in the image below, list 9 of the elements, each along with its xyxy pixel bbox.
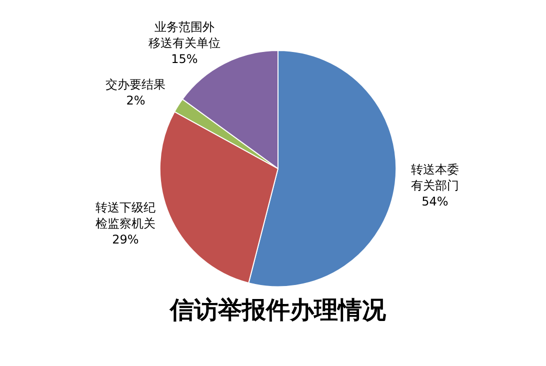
slice-label: 转送下级纪检监察机关 xyxy=(95,200,156,230)
slice-label: 业务范围外移送有关单位 xyxy=(148,20,220,50)
data-label: 2% xyxy=(126,94,146,108)
data-label: 15% xyxy=(171,52,198,66)
data-label: 54% xyxy=(422,194,448,208)
slice-label: 转送本委有关部门 xyxy=(410,162,459,192)
slice-label: 交办要结果 xyxy=(106,78,166,92)
data-label: 29% xyxy=(112,232,139,246)
text: 信访举报件办理情况 xyxy=(169,296,387,324)
